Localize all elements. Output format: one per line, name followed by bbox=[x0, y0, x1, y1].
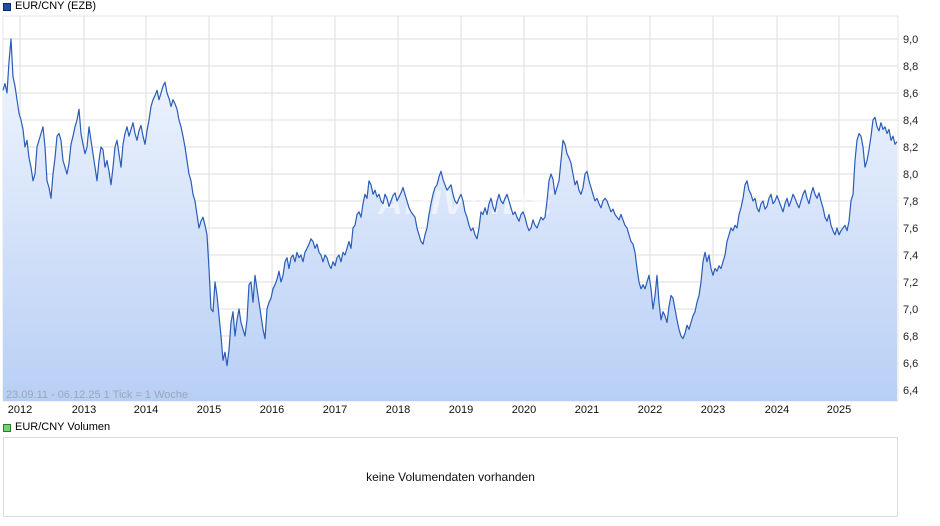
x-tick-label: 2012 bbox=[8, 404, 32, 416]
y-tick-label: 7,8 bbox=[903, 196, 918, 208]
y-tick-label: 8,2 bbox=[903, 142, 918, 154]
legend-swatch-volume bbox=[3, 423, 11, 432]
y-tick-label: 7,6 bbox=[903, 223, 918, 235]
x-tick-label: 2015 bbox=[197, 404, 221, 416]
price-chart: ARIVA.DE 23.09.11 - 06.12.25 1 Tick = 1 … bbox=[2, 15, 918, 416]
x-tick-label: 2023 bbox=[701, 404, 725, 416]
x-tick-label: 2014 bbox=[134, 404, 158, 416]
legend-volume: EUR/CNY Volumen bbox=[3, 421, 110, 434]
legend-swatch-price bbox=[3, 2, 11, 11]
volume-panel: keine Volumendaten vorhanden bbox=[3, 437, 898, 517]
x-tick-label: 2024 bbox=[765, 404, 789, 416]
x-tick-label: 2020 bbox=[512, 404, 536, 416]
x-axis: 2012 2013 2014 2015 2016 2017 2018 2019 2020 2021… bbox=[8, 404, 851, 416]
legend-label-volume: EUR/CNY Volumen bbox=[15, 421, 111, 433]
price-line bbox=[2, 38, 898, 367]
y-tick-label: 7,0 bbox=[903, 304, 918, 316]
y-tick-label: 8,8 bbox=[903, 61, 918, 73]
legend-main: EUR/CNY (EZB) bbox=[3, 0, 96, 13]
y-tick-label: 6,6 bbox=[903, 358, 918, 370]
y-tick-label: 9,0 bbox=[903, 34, 918, 46]
x-tick-label: 2021 bbox=[575, 404, 599, 416]
price-area bbox=[3, 39, 897, 401]
volume-empty-message: keine Volumendaten vorhanden bbox=[366, 470, 535, 484]
y-tick-label: 7,2 bbox=[903, 277, 918, 289]
x-tick-label: 2018 bbox=[386, 404, 410, 416]
watermark: ARIVA.DE bbox=[377, 184, 554, 222]
date-range-info: 23.09.11 - 06.12.25 1 Tick = 1 Woche bbox=[6, 389, 188, 401]
x-tick-label: 2019 bbox=[449, 404, 473, 416]
x-tick-label: 2022 bbox=[638, 404, 662, 416]
y-axis: 9,0 8,8 8,6 8,4 8,2 8,0 7,8 7,6 7,4 7,2 7,0 6,8 6,6 6… bbox=[903, 34, 918, 397]
y-tick-label: 6,4 bbox=[903, 385, 918, 397]
legend-label-price: EUR/CNY (EZB) bbox=[15, 0, 97, 12]
x-tick-label: 2013 bbox=[72, 404, 96, 416]
y-tick-label: 8,0 bbox=[903, 169, 918, 181]
y-tick-label: 8,4 bbox=[903, 115, 918, 127]
x-tick-label: 2016 bbox=[260, 404, 284, 416]
x-tick-label: 2025 bbox=[827, 404, 851, 416]
y-tick-label: 6,8 bbox=[903, 331, 918, 343]
y-tick-label: 7,4 bbox=[903, 250, 918, 262]
y-tick-label: 8,6 bbox=[903, 88, 918, 100]
x-tick-label: 2017 bbox=[323, 404, 347, 416]
